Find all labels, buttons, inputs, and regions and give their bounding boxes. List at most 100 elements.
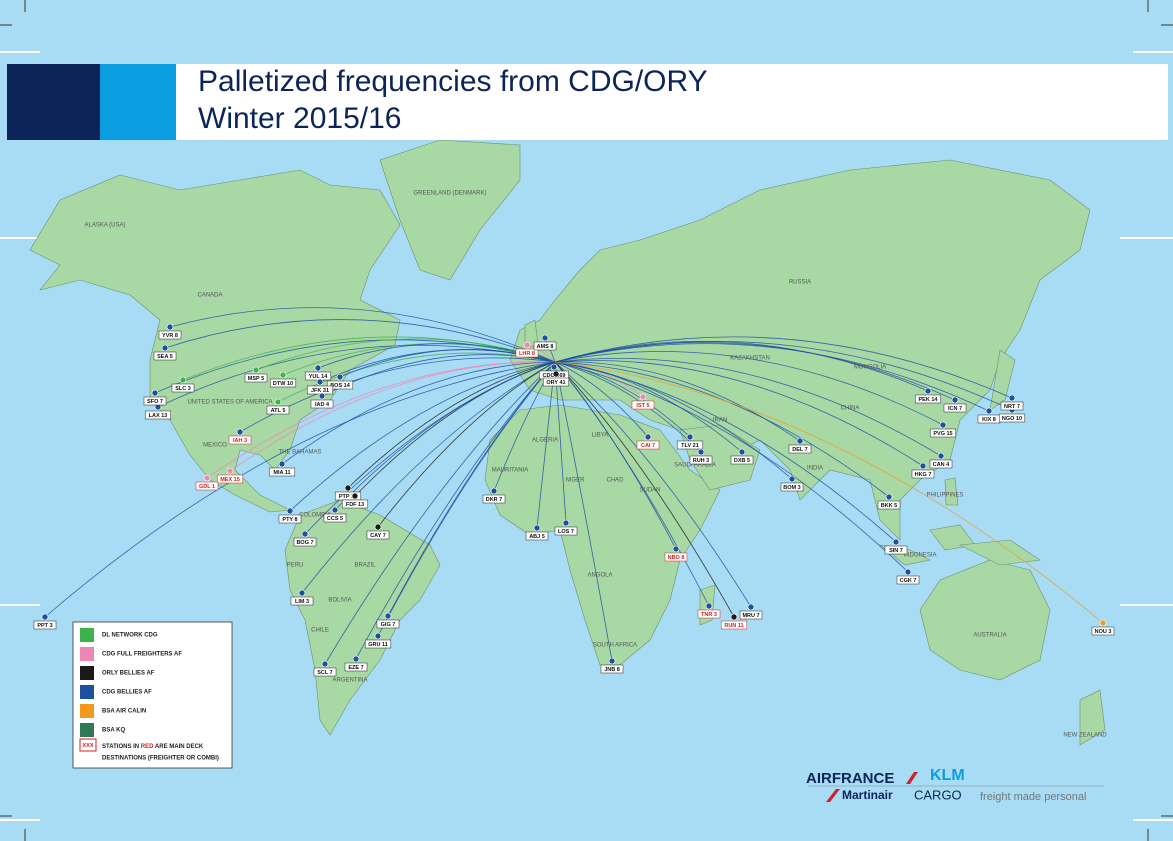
station-marker [904, 568, 912, 576]
station-label: PPT 3 [37, 623, 52, 629]
station-label-box [554, 526, 578, 536]
route [554, 361, 752, 608]
station-label: LAX 13 [149, 413, 168, 419]
station-label-box [664, 552, 688, 562]
station-label: GIG 7 [381, 622, 396, 628]
station-label-box [143, 396, 167, 406]
station-marker [286, 507, 294, 515]
station-label: IAH 3 [233, 438, 247, 444]
station-label-box [600, 664, 624, 674]
route [554, 351, 944, 426]
station-label-box [364, 639, 392, 649]
station-label: DXB 5 [734, 458, 750, 464]
station-label: DKR 7 [486, 497, 503, 503]
station-label-box [313, 667, 337, 677]
legend-label: BSA KQ [102, 728, 125, 734]
station-label: PEK 14 [919, 397, 939, 403]
station-label-box [310, 399, 334, 409]
station-label-box [293, 537, 317, 547]
station-marker [697, 448, 705, 456]
station-marker [705, 602, 713, 610]
station-label: MEX 15 [220, 477, 240, 483]
station-label-box [914, 394, 942, 404]
station-label: ICN 7 [948, 406, 962, 412]
station-label: SEA 5 [157, 354, 173, 360]
brand-stripe [906, 772, 918, 784]
legend-note-box [79, 738, 97, 752]
region-label: CANADA [197, 293, 222, 299]
brand-division: CARGO [914, 787, 962, 802]
station-label: LOS 7 [558, 529, 574, 535]
station-label-box [323, 513, 347, 523]
station-label: TLV 21 [681, 443, 699, 449]
route [289, 361, 556, 512]
subtitle: Winter 2015/16 [198, 102, 401, 135]
route [554, 340, 1013, 411]
station-marker [747, 603, 755, 611]
route [377, 361, 556, 637]
station-marker [550, 363, 558, 371]
brand-tagline: freight made personal [980, 791, 1086, 803]
region-label: ALGERIA [532, 438, 558, 444]
legend-swatch [80, 685, 94, 699]
route [304, 361, 556, 535]
station-marker [384, 612, 392, 620]
station-marker [937, 452, 945, 460]
station-marker [541, 334, 549, 342]
station-label-box [911, 469, 935, 479]
station-marker [885, 493, 893, 501]
station-label-box [266, 405, 290, 415]
station-marker [523, 341, 531, 349]
station-marker [788, 475, 796, 483]
station-label: NRT 7 [1004, 404, 1020, 410]
station-label: PTP 10 [339, 494, 357, 500]
station-label-box [482, 494, 506, 504]
station-label-box [697, 609, 721, 619]
station-label: BOS 14 [330, 383, 351, 389]
station-label-box [943, 403, 967, 413]
station-label: PTY 8 [282, 517, 297, 523]
station-marker [166, 323, 174, 331]
station-label: BOM 3 [783, 485, 800, 491]
region-label: THE BAHAMAS [278, 450, 321, 456]
station-label: DTW 10 [273, 381, 293, 387]
station-marker [985, 407, 993, 415]
station-label: DEL 7 [792, 447, 808, 453]
route [206, 361, 556, 479]
station-label: SLC 3 [175, 386, 191, 392]
station-label: MSP 5 [248, 376, 264, 382]
station-label: BKK 5 [881, 503, 898, 509]
station-label-box [195, 481, 219, 491]
route [281, 361, 556, 465]
route [355, 361, 556, 660]
region-label: COLOMBIA [299, 513, 331, 519]
station-label-box [515, 348, 539, 358]
region-label: PERU [287, 563, 304, 569]
station-label: TNR 3 [701, 612, 717, 618]
station-marker [672, 545, 680, 553]
route [554, 336, 1013, 399]
station-marker [279, 371, 287, 379]
station-marker [298, 589, 306, 597]
region-label: MEXICO [203, 443, 227, 449]
route [324, 361, 556, 665]
station-label: ABJ 5 [529, 534, 545, 540]
route [554, 340, 929, 392]
station-marker [608, 657, 616, 665]
station-marker [278, 460, 286, 468]
station-marker [336, 373, 344, 381]
legend-swatch [80, 647, 94, 661]
legend-swatch [80, 628, 94, 642]
route [554, 361, 702, 453]
station-marker [179, 376, 187, 384]
station-label-box [216, 474, 244, 484]
station-marker [374, 523, 382, 531]
station-label: CCS 5 [327, 516, 343, 522]
station-label-box [144, 410, 172, 420]
station-marker [321, 660, 329, 668]
station-label: SCL 7 [317, 670, 333, 676]
station-label: BOG 7 [296, 540, 313, 546]
station-label-box [542, 377, 570, 387]
region-label: SUDAN [639, 488, 660, 494]
